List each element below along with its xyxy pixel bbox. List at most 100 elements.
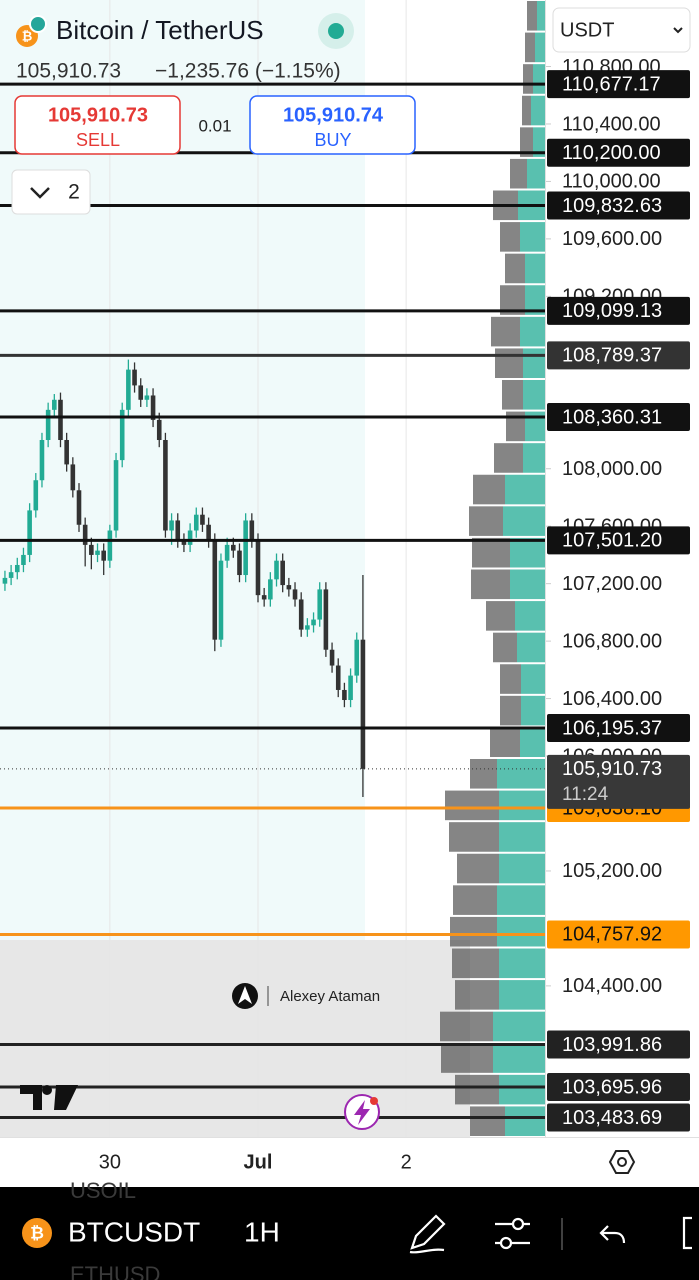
x-tick-label: 2 (401, 1151, 412, 1173)
profile-total (502, 380, 523, 410)
candle-body (27, 510, 32, 555)
profile-up (499, 1074, 545, 1105)
bottom-coin-glyph: ₿ (30, 1223, 44, 1242)
candle-body (8, 572, 14, 578)
profile-total (523, 64, 533, 94)
candle-body (255, 540, 261, 596)
profile-total (505, 253, 525, 284)
candle-body (95, 550, 100, 555)
profile-total (473, 474, 505, 505)
profile-up (497, 885, 545, 915)
candle-body (268, 579, 273, 600)
profile-up (497, 759, 545, 789)
profile-up (520, 316, 545, 347)
profile-total (470, 759, 497, 789)
candle-body (323, 589, 329, 650)
candle-body (39, 440, 45, 481)
sell-button[interactable] (14, 95, 181, 155)
y-tick-label: 104,400.00 (562, 975, 662, 997)
fullscreen-icon[interactable] (682, 1216, 692, 1250)
level-label: 108,789.37 (562, 345, 662, 367)
profile-total (527, 1, 537, 31)
settings-icon[interactable] (608, 1150, 636, 1174)
candle-body (169, 520, 174, 531)
profile-total (510, 158, 527, 189)
candle-body (298, 599, 304, 630)
interval[interactable]: 1H (244, 1216, 280, 1247)
level-label-bg (547, 296, 690, 325)
candle-body (132, 369, 137, 386)
profile-up (523, 380, 545, 410)
profile-up (499, 822, 545, 852)
candle-body (113, 460, 119, 531)
y-tick-label: 107,200.00 (562, 573, 662, 595)
candle-body (249, 520, 255, 541)
candle-body (335, 665, 341, 690)
level-label-bg (547, 191, 690, 220)
profile-up (531, 95, 545, 126)
bottom-bar (0, 1187, 699, 1280)
watermark-text: Alexey Ataman (280, 988, 380, 1005)
profile-up (527, 158, 545, 189)
profile-up (525, 253, 545, 284)
profile-up (503, 506, 545, 536)
profile-up (533, 64, 545, 94)
level-label: 110,200.00 (562, 142, 661, 164)
candle-body (82, 524, 88, 545)
candle-body (274, 560, 279, 580)
profile-total (522, 95, 531, 126)
profile-total (500, 695, 521, 726)
profile-total (525, 32, 535, 63)
candle-body (305, 625, 310, 630)
candle-body (193, 514, 199, 531)
status-dot (328, 23, 344, 39)
pencil-icon[interactable] (409, 1214, 446, 1254)
profile-up (520, 222, 545, 252)
profile-total (472, 537, 510, 568)
candle-body (58, 399, 63, 441)
candle-body (187, 530, 193, 545)
current-label-bg (547, 754, 690, 809)
candle-body (292, 589, 298, 600)
coin-glyph: ₿ (22, 28, 33, 43)
profile-total (500, 222, 520, 252)
candle-body (89, 544, 94, 555)
profile-total (449, 822, 499, 852)
buy-price: 105,910.74 (283, 104, 384, 126)
candle-body (126, 369, 131, 410)
level-label: 108,360.31 (562, 406, 662, 428)
bottom-symbol[interactable]: BTCUSDT (68, 1216, 200, 1247)
symbol-title[interactable]: Bitcoin / TetherUS (56, 15, 264, 45)
candle-body (200, 514, 205, 525)
currency: USDT (560, 19, 614, 41)
profile-up (493, 1043, 545, 1073)
level-label: 110,677.17 (562, 73, 661, 95)
lightning (354, 1100, 370, 1125)
currency-select[interactable] (552, 7, 691, 53)
candle-body (64, 440, 69, 465)
candle-body (243, 520, 248, 576)
profile-up (533, 127, 545, 157)
profile-total (490, 727, 520, 757)
profile-up (515, 601, 545, 631)
profile-total (452, 948, 499, 979)
candle-body (52, 399, 57, 410)
profile-total (455, 1074, 499, 1105)
candle-body (107, 530, 113, 561)
chart-area: Alexey Ataman (0, 0, 545, 1137)
candle-body (33, 480, 39, 511)
chevron (30, 187, 50, 199)
indicators-toggle[interactable] (11, 169, 91, 215)
undo-icon[interactable] (599, 1225, 626, 1244)
x-tick-label: 30 (99, 1151, 121, 1173)
buy-button[interactable] (249, 95, 416, 155)
indicators-count: 2 (68, 181, 80, 204)
candle-body (231, 544, 236, 551)
slider-knob (499, 1236, 513, 1250)
profile-up (499, 790, 545, 821)
candle-body (237, 550, 242, 576)
candle-body (101, 550, 106, 561)
countdown: 11:24 (562, 784, 609, 805)
level-label: 106,195.37 (562, 717, 662, 739)
level-label-bg (547, 402, 690, 431)
